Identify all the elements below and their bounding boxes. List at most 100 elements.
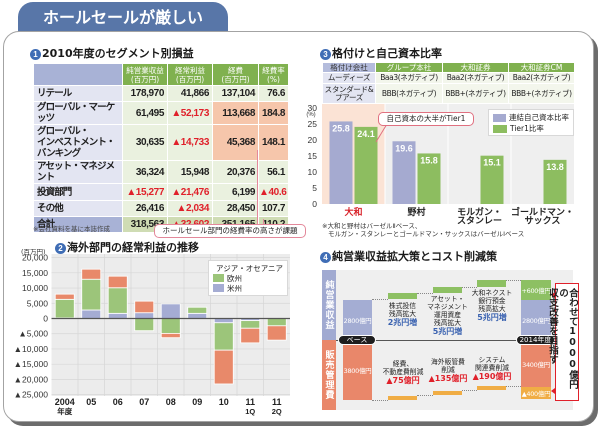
target-year-pill: 2014年度 xyxy=(516,335,555,345)
base-cost-block: 3800億円 xyxy=(343,340,372,400)
y-tick-label: 0 xyxy=(312,199,317,209)
section-number-badge: 2 xyxy=(55,243,66,254)
agency-name: ムーディーズ xyxy=(322,72,376,84)
cell-expenses: 45,368 xyxy=(212,124,259,161)
column-header-daiwa-cm: 大和証券CM xyxy=(508,62,575,73)
column-header-ordinary-profit: 経常利益 (百万円) xyxy=(167,63,213,86)
note-line: ※大和と野村はバーゼルⅡベース、 xyxy=(322,222,422,230)
x-tick-label: モルガン・ xyxy=(457,206,502,217)
segment-table-body: リテール 178,970 41,866 137,104 76.6 グローバル・マーケッツ 6… xyxy=(33,85,289,233)
basel-notes: ※大和と野村はバーゼルⅡベース、 モルガン・スタンレーとゴールドマン・サックスは… xyxy=(322,222,524,238)
callout-pointer-line xyxy=(263,219,264,224)
row-label: グローバル・ インベストメント・ バンキング xyxy=(33,124,123,161)
x-tick-label: 1Q xyxy=(245,407,255,416)
cell-net-revenue: 30,635 xyxy=(122,124,168,161)
section-number-badge: 4 xyxy=(320,252,331,263)
cell-expense-ratio: 56.1 xyxy=(258,160,289,184)
bar-asia-oceania xyxy=(107,275,128,289)
chart2-legend: アジア・オセアニア 欧州 米州 xyxy=(208,260,288,296)
target-cost-reduction-block: ▲400億円 xyxy=(521,387,551,399)
target-cost-block: 3400億円 xyxy=(521,340,551,387)
bar-value-label: 24.1 xyxy=(357,129,375,139)
y-tick-label: 30 xyxy=(308,103,318,113)
section2-title-text: 海外部門の経常利益の推移 xyxy=(67,241,199,254)
y-tick-label: 20,000 xyxy=(22,253,48,263)
cost-measure-1: 経費、 不動産費削減 ▲75億円 xyxy=(376,360,430,386)
target-revenue-block: 2800億円 xyxy=(521,300,551,340)
table-header-row: 純営業収益 (百万円) 経常利益 (百万円) 経費 (百万円) 経費率 (%) xyxy=(33,63,289,86)
revenue-step-bar xyxy=(477,280,506,287)
bar-value-label: 25.8 xyxy=(332,123,350,133)
bar-asia-oceania xyxy=(81,268,102,280)
y-tick-label: 15,000 xyxy=(22,268,48,278)
corner-cell xyxy=(33,63,123,86)
bar-europe xyxy=(54,298,75,319)
legend-label: アジア・オセアニア xyxy=(216,263,284,273)
y-axis-unit: (%) xyxy=(306,112,315,118)
y-tick-label: 20 xyxy=(308,135,318,145)
rating-cell: BBB+(ネガティブ) xyxy=(442,83,509,104)
bar-americas xyxy=(160,303,181,319)
legend-item-consolidated-ratio: 連結自己資本比率 xyxy=(493,112,569,123)
cell-expense-ratio: 184.8 xyxy=(258,101,289,125)
rating-cell: Baa2(ネガティブ) xyxy=(508,72,575,84)
connector-line xyxy=(372,299,388,300)
table-row: アセット・マネジメント 36,324 15,948 20,376 56.1 xyxy=(33,160,289,184)
measure-text: 海外販管費 削減 xyxy=(431,358,465,374)
measure-text: 大和ネクスト 銀行預金 残高拡大 xyxy=(471,289,513,313)
callout-pointer-line xyxy=(257,150,258,224)
section1-title: 1 2010年度のセグメント別損益 xyxy=(30,47,194,60)
revenue-measure-2: アセット・ マネジメント 運用資産 残高拡大 5兆円増 xyxy=(424,295,471,337)
row-label: その他 xyxy=(33,200,123,217)
bar-europe xyxy=(81,278,102,311)
cell-net-revenue: 26,416 xyxy=(122,200,168,217)
measure-text: アセット・ マネジメント 運用資産 残高拡大 xyxy=(427,295,468,327)
x-tick-label: 年度 xyxy=(57,406,72,416)
cell-ordinary-profit: ▲21,476 xyxy=(167,183,213,201)
rating-cell: BBB(ネガティブ) xyxy=(375,83,443,104)
column-unit: (%) xyxy=(267,74,280,84)
x-tick-label: ゴールドマン・ xyxy=(511,206,574,217)
column-header-agency: 格付け会社 xyxy=(322,62,376,73)
table-row: グローバル・ インベストメント・ バンキング 30,635 ▲14,733 45,36… xyxy=(33,124,289,161)
column-label: 純営業収益 xyxy=(126,65,164,75)
table-header-row: 格付け会社 グループ本社 大和証券 大和証券CM xyxy=(322,62,575,73)
column-header-net-revenue: 純営業収益 (百万円) xyxy=(122,63,168,86)
table-row: 投資部門 ▲15,277 ▲21,476 6,199 ▲40.6 xyxy=(33,183,289,201)
legend-swatch xyxy=(493,124,507,133)
baseline-divider xyxy=(336,340,554,341)
x-tick-label: サックス xyxy=(525,216,561,226)
bar-asia-oceania xyxy=(213,349,234,385)
x-tick-label: 07 xyxy=(139,397,149,407)
y-tick-label: 10 xyxy=(308,167,318,177)
bar-americas xyxy=(213,318,234,324)
column-header-group-hq: グループ本社 xyxy=(375,62,443,73)
column-header-expense-ratio: 経費率 (%) xyxy=(258,63,289,86)
section4-title: 4 純営業収益拡大策とコスト削減策 xyxy=(320,250,497,263)
ratings-table: 格付け会社 グループ本社 大和証券 大和証券CM ムーディーズ Baa3(ネガテ… xyxy=(322,62,575,104)
base-revenue-block: 2800億円 xyxy=(343,300,372,340)
legend-label: 欧州 xyxy=(227,273,242,283)
bar-europe xyxy=(107,287,128,314)
cost-band-label: 販売管理費 xyxy=(322,340,336,410)
table-row: スタンダード& プアーズ BBB(ネガティブ) BBB+(ネガティブ) BBB+… xyxy=(322,83,575,104)
cell-expense-ratio: ▲40.6 xyxy=(258,183,289,201)
column-header-daiwa-securities: 大和証券 xyxy=(442,62,509,73)
legend-item-asia-oceania: アジア・オセアニア xyxy=(213,263,283,273)
measure-amount: 5兆円増 xyxy=(477,313,507,322)
cell-expenses: 137,104 xyxy=(212,85,259,102)
legend-label: 米州 xyxy=(227,283,242,293)
legend-item-tier1-ratio: Tier1比率 xyxy=(493,123,569,134)
table-row: グローバル・マーケッツ 61,495 ▲52,173 113,668 184.8 xyxy=(33,101,289,125)
bar-americas xyxy=(187,312,208,319)
agency-name: スタンダード& プアーズ xyxy=(322,83,376,104)
table-row: ムーディーズ Baa3(ネガティブ) Baa2(ネガティブ) Baa2(ネガティ… xyxy=(322,72,575,84)
section4-title-text: 純営業収益拡大策とコスト削減策 xyxy=(332,250,497,263)
revenue-step-bar xyxy=(388,293,417,299)
row-label: 投資部門 xyxy=(33,183,123,201)
bar-tier1-ratio xyxy=(543,159,567,204)
connector-line xyxy=(462,390,477,391)
y-tick-label: 15 xyxy=(308,151,318,161)
measure-amount: ▲75億円 xyxy=(386,376,420,385)
column-label: 経費率 xyxy=(262,65,285,75)
